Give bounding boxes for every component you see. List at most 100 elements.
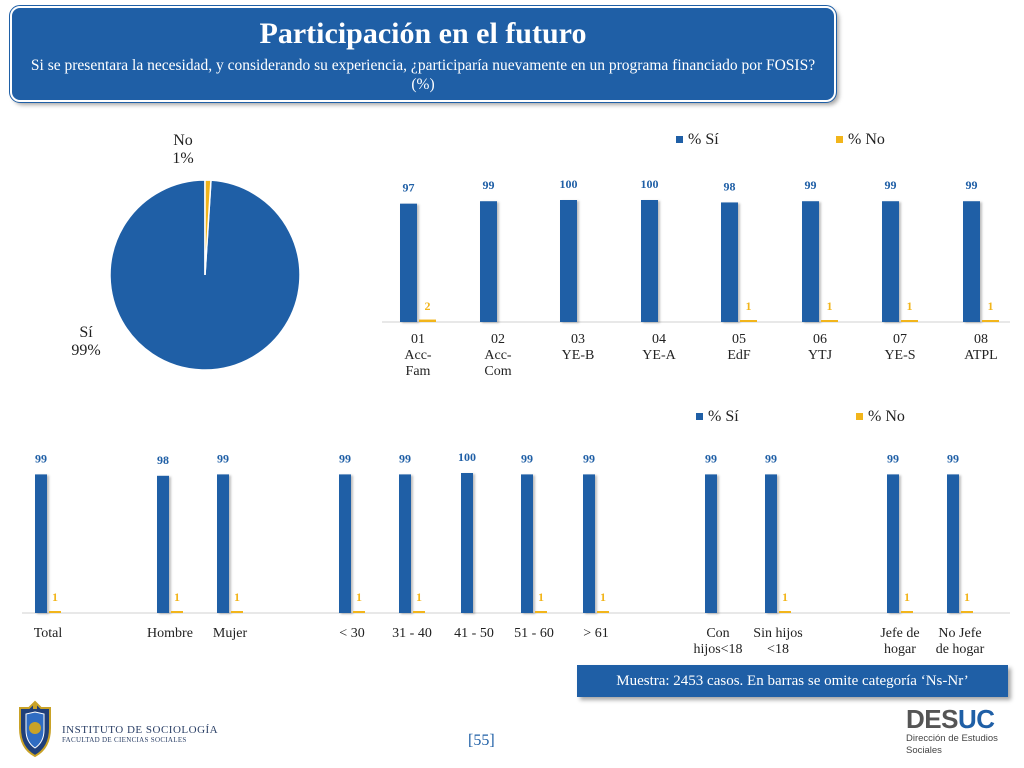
demographic-chart-label-no: 1: [174, 590, 180, 604]
demographic-chart-label-si: 99: [765, 451, 777, 465]
program-chart-label-si: 99: [966, 178, 978, 192]
demographic-chart-bar-si: [765, 474, 777, 613]
desuc-subtitle-2: Sociales: [906, 745, 942, 756]
program-chart-label-si: 97: [403, 181, 415, 195]
program-chart-bar-si: [641, 200, 658, 322]
demographic-chart-label-no: 1: [964, 590, 970, 604]
program-chart-label-no: 1: [827, 299, 833, 313]
demographic-chart-category-label: Con hijos<18: [693, 626, 742, 657]
desuc-logo: DESUC Dirección de Estudios Sociales: [906, 706, 998, 756]
program-chart-category-label: 07 YE-S: [884, 332, 915, 363]
program-chart-category-label: 02 Acc-Com: [484, 332, 512, 379]
program-chart-bar-no: [740, 320, 757, 322]
program-chart-label-si: 99: [805, 178, 817, 192]
demographic-chart-bar-si: [217, 474, 229, 613]
demographic-chart-label-si: 98: [157, 453, 169, 467]
program-chart-label-no: 1: [907, 299, 913, 313]
demographic-chart-category-label: No Jefe de hogar: [936, 626, 985, 657]
demographic-chart-bar-si: [35, 474, 47, 613]
faculty-name: FACULTAD DE CIENCIAS SOCIALES: [62, 736, 187, 744]
sample-note: Muestra: 2453 casos. En barras se omite …: [577, 665, 1008, 697]
desuc-brand-uc: UC: [957, 704, 995, 734]
demographic-chart-category-label: Total: [34, 626, 63, 641]
program-chart-legend-swatch-si: [676, 136, 683, 143]
program-chart-label-si: 99: [885, 178, 897, 192]
demographic-chart-category-label: 31 - 40: [392, 626, 432, 641]
demographic-chart-bar-si: [705, 474, 717, 613]
university-seal-logo: [19, 700, 51, 758]
demographic-chart-legend-label-no: % No: [868, 408, 905, 425]
program-chart-category-label: 08 ATPL: [964, 332, 997, 363]
program-chart-label-no: 1: [746, 299, 752, 313]
demographic-chart-label-no: 1: [538, 590, 544, 604]
program-chart-legend-swatch-no: [836, 136, 843, 143]
demographic-chart-category-label: Jefe de hogar: [880, 626, 919, 657]
demographic-chart-label-si: 99: [583, 451, 595, 465]
program-chart-bar-si: [963, 201, 980, 322]
demographic-chart-category-label: > 61: [583, 626, 608, 641]
program-chart-bar-si: [480, 201, 497, 322]
page-subtitle: Si se presentara la necesidad, y conside…: [30, 57, 816, 93]
program-chart-label-si: 100: [641, 177, 659, 191]
program-chart-bar-si: [560, 200, 577, 322]
program-chart-category-label: 06 YTJ: [808, 332, 833, 363]
demographic-chart-category-label: 41 - 50: [454, 626, 494, 641]
demographic-chart-bar-si: [157, 475, 169, 613]
institute-name: INSTITUTO DE SOCIOLOGÍA: [62, 724, 219, 736]
program-chart-label-no: 1: [988, 299, 994, 313]
program-chart-label-si: 100: [560, 177, 578, 191]
demographic-chart-bar-si: [947, 474, 959, 613]
program-chart-label-si: 99: [483, 178, 495, 192]
demographic-chart-category-label: 51 - 60: [514, 626, 554, 641]
desuc-brand-des: DES: [906, 704, 958, 734]
program-chart-bar-si: [882, 201, 899, 322]
demographic-chart-label-no: 1: [234, 590, 240, 604]
demographic-chart-legend-swatch-si: [696, 413, 703, 420]
demographic-chart-bar-no: [961, 611, 973, 613]
program-chart-legend-label-no: % No: [848, 131, 885, 148]
demographic-chart-label-no: 1: [416, 590, 422, 604]
demographic-chart-label-si: 99: [705, 451, 717, 465]
demographic-chart-bar-no: [49, 611, 61, 613]
program-chart-bar-no: [419, 319, 436, 322]
demographic-chart-bar-si: [583, 474, 595, 613]
demographic-chart-label-no: 1: [782, 590, 788, 604]
demographic-chart-legend-label-si: % Sí: [708, 408, 739, 425]
program-chart-category-label: 03 YE-B: [562, 332, 595, 363]
demographic-chart-label-no: 1: [356, 590, 362, 604]
program-chart-category-label: 04 YE-A: [642, 332, 676, 363]
demographic-chart-bar-si: [399, 474, 411, 613]
program-chart-bar-no: [901, 320, 918, 322]
demographic-chart-legend-swatch-no: [856, 413, 863, 420]
program-chart-category-label: 01 Acc-Fam: [404, 332, 432, 379]
demographic-chart-bar-no: [353, 611, 365, 613]
demographic-chart-label-si: 99: [399, 451, 411, 465]
demographic-chart-bar-si: [887, 474, 899, 613]
demographic-chart-bar-si: [339, 474, 351, 613]
demographic-chart-label-si: 100: [458, 450, 476, 464]
program-chart-bar-si: [400, 203, 417, 322]
pie-label-no: No 1%: [172, 132, 193, 167]
demographic-chart-bar-no: [413, 611, 425, 613]
demographic-chart-label-si: 99: [521, 451, 533, 465]
demographic-chart-bar-no: [535, 611, 547, 613]
program-chart-label-si: 98: [724, 179, 736, 193]
demographic-chart-label-si: 99: [947, 451, 959, 465]
desuc-subtitle-1: Dirección de Estudios: [906, 733, 998, 744]
demographic-chart-label-no: 1: [600, 590, 606, 604]
demographic-chart-bar-no: [171, 611, 183, 613]
demographic-chart-label-si: 99: [35, 451, 47, 465]
demographic-chart-label-no: 1: [52, 590, 58, 604]
demographic-chart-category-label: Sin hijos <18: [753, 626, 802, 657]
demographic-chart-label-si: 99: [887, 451, 899, 465]
desuc-brand: DESUC: [906, 706, 998, 732]
page-number: [55]: [468, 732, 495, 749]
program-chart-bar-si: [802, 201, 819, 322]
institute-logo-text: INSTITUTO DE SOCIOLOGÍA FACULTAD DE CIEN…: [62, 724, 218, 744]
program-chart-bar-si: [721, 202, 738, 322]
demographic-chart-bar-no: [597, 611, 609, 613]
demographic-chart-category-label: < 30: [339, 626, 364, 641]
program-chart-category-label: 05 EdF: [727, 332, 751, 363]
demographic-chart-bar-no: [779, 611, 791, 613]
demographic-chart-label-no: 1: [904, 590, 910, 604]
